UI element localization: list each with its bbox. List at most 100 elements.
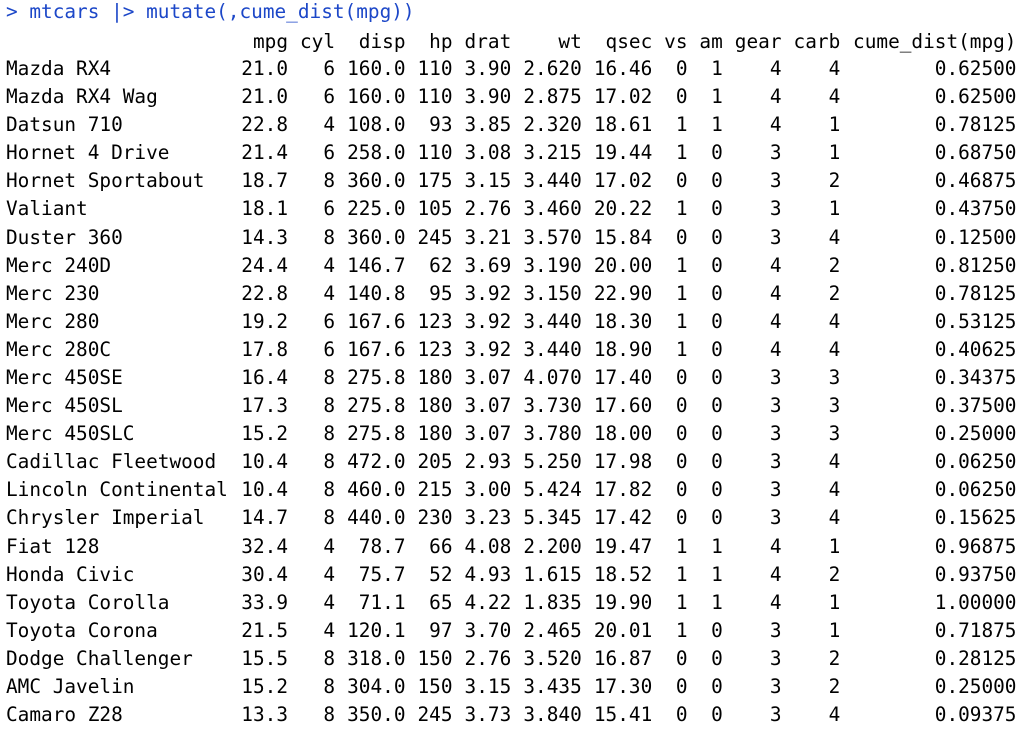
table-cell: 0: [711, 478, 723, 502]
table-cell: 460.0: [347, 478, 406, 502]
table-cell: 440.0: [347, 506, 406, 530]
table-cell: 19.90: [593, 590, 653, 614]
table-cell: 3: [769, 422, 782, 446]
table-cell: 4: [769, 337, 782, 361]
table-cell: 4: [323, 534, 335, 558]
table-cell: 3.150: [523, 281, 582, 305]
table-cell: 1: [711, 562, 723, 586]
table-cell: 17.40: [593, 365, 653, 389]
table-cell: 0: [711, 506, 723, 530]
table-cell: 4: [769, 534, 782, 558]
table-cell: 4.08: [464, 534, 512, 558]
table-cell: 15.2: [241, 422, 288, 446]
table-cell: 123: [417, 337, 453, 361]
table-cell: 3.15: [464, 169, 512, 193]
table-cell: 3.780: [523, 422, 582, 446]
table-cell: 8: [323, 422, 335, 446]
table-cell: 110: [417, 85, 453, 109]
table-cell: 1: [828, 141, 841, 165]
table-cell: 4: [769, 57, 782, 80]
table-cell: 17.42: [593, 506, 653, 530]
table-cell: 0: [711, 337, 723, 361]
table-cell: 3: [769, 394, 782, 418]
table-cell: 4: [769, 590, 782, 614]
table-cell: 225.0: [347, 197, 406, 221]
table-cell: 1: [828, 113, 841, 137]
table-cell: 3.92: [464, 281, 512, 305]
table-cell: 0.12500: [934, 225, 1017, 249]
table-cell: 0.62500: [934, 57, 1017, 80]
table-cell: 3.440: [523, 309, 582, 333]
table-cell: 3.730: [523, 394, 582, 418]
row-name: Honda Civic: [6, 562, 135, 586]
table-cell: 304.0: [347, 674, 406, 698]
table-cell: 33.9: [241, 590, 288, 614]
table-cell: 2.93: [464, 450, 512, 474]
table-cell: 0: [675, 703, 688, 727]
table-cell: 6: [323, 141, 335, 165]
table-cell: 1: [675, 281, 688, 305]
table-cell: 0.53125: [934, 309, 1017, 333]
table-cell: 8: [323, 646, 335, 670]
table-cell: 3: [769, 197, 782, 221]
table-cell: 3.00: [464, 478, 512, 502]
table-cell: 205: [417, 450, 453, 474]
table-cell: 4: [828, 450, 841, 474]
column-header: qsec: [605, 30, 653, 53]
table-cell: 6: [323, 85, 335, 109]
table-cell: 3: [769, 225, 782, 249]
table-cell: 18.00: [593, 422, 653, 446]
table-cell: 19.47: [593, 534, 653, 558]
table-cell: 0.40625: [934, 337, 1017, 361]
row-name: Camaro Z28: [6, 703, 123, 727]
table-cell: 66: [429, 534, 453, 558]
table-cell: 71.1: [358, 590, 406, 614]
table-cell: 75.7: [358, 562, 406, 586]
table-cell: 140.8: [347, 281, 406, 305]
table-cell: 17.02: [593, 169, 653, 193]
table-cell: 19.44: [593, 141, 653, 165]
column-header: drat: [464, 30, 512, 53]
row-name: Chrysler Imperial: [6, 506, 205, 530]
table-cell: 0: [711, 646, 723, 670]
table-cell: 0.62500: [934, 85, 1017, 109]
table-cell: 360.0: [347, 225, 406, 249]
table-cell: 0: [675, 450, 688, 474]
table-cell: 4: [769, 253, 782, 277]
table-cell: 8: [323, 478, 335, 502]
table-cell: 1: [711, 85, 723, 109]
table-cell: 1: [675, 618, 688, 642]
column-header: vs: [664, 30, 688, 53]
table-cell: 3.92: [464, 337, 512, 361]
table-cell: 0.78125: [934, 113, 1017, 137]
column-header: disp: [358, 30, 406, 53]
table-cell: 5.250: [523, 450, 582, 474]
table-cell: 0: [711, 450, 723, 474]
column-header: cyl: [299, 30, 335, 53]
table-cell: 15.5: [241, 646, 288, 670]
table-cell: 0.43750: [934, 197, 1017, 221]
table-cell: 1: [828, 590, 841, 614]
command-line: > mtcars |> mutate(,cume_dist(mpg)): [6, 0, 415, 23]
table-cell: 0: [711, 253, 723, 277]
table-cell: 17.60: [593, 394, 653, 418]
table-cell: 0.37500: [934, 394, 1017, 418]
table-cell: 0: [675, 506, 688, 530]
table-cell: 0: [675, 57, 688, 80]
table-cell: 21.0: [241, 57, 288, 80]
row-name: Valiant: [6, 197, 88, 221]
table-cell: 4.070: [523, 365, 582, 389]
row-name: Mazda RX4: [6, 57, 112, 80]
table-cell: 20.01: [593, 618, 653, 642]
table-cell: 0: [675, 365, 688, 389]
table-cell: 0: [711, 365, 723, 389]
table-cell: 8: [323, 169, 335, 193]
table-cell: 15.2: [241, 674, 288, 698]
table-cell: 6: [323, 337, 335, 361]
table-cell: 17.30: [593, 674, 653, 698]
table-cell: 1: [828, 618, 841, 642]
table-cell: 3.520: [523, 646, 582, 670]
table-cell: 21.4: [241, 141, 288, 165]
table-cell: 0: [711, 197, 723, 221]
